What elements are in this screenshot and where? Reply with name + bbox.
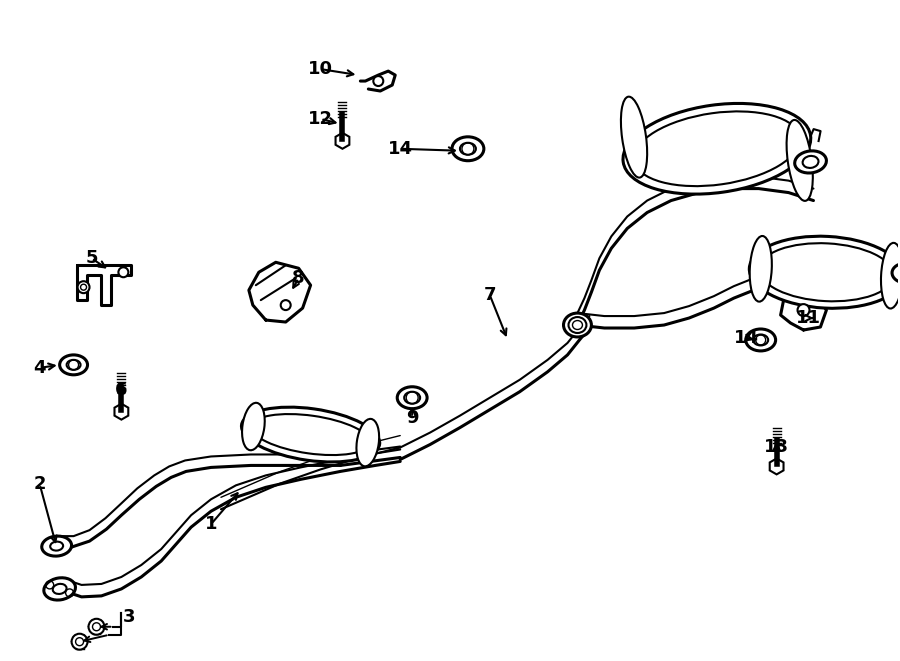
Text: 10: 10 (308, 60, 333, 78)
Text: 12: 12 (308, 110, 333, 128)
Ellipse shape (59, 355, 87, 375)
Circle shape (797, 304, 809, 316)
Ellipse shape (750, 236, 900, 308)
Circle shape (374, 76, 383, 86)
Ellipse shape (44, 578, 76, 600)
Circle shape (281, 300, 291, 310)
Text: 1: 1 (205, 515, 217, 533)
Text: 9: 9 (406, 408, 419, 426)
Circle shape (88, 619, 104, 635)
Text: 13: 13 (764, 438, 789, 455)
Ellipse shape (397, 387, 427, 408)
Text: 11: 11 (796, 309, 821, 327)
Circle shape (77, 281, 89, 293)
Ellipse shape (746, 329, 776, 351)
Ellipse shape (621, 97, 647, 178)
Circle shape (119, 267, 129, 277)
Ellipse shape (892, 263, 900, 283)
Ellipse shape (563, 313, 591, 337)
Text: 6: 6 (115, 381, 128, 399)
Ellipse shape (356, 419, 379, 466)
Text: 14: 14 (734, 329, 760, 347)
Text: 8: 8 (292, 269, 305, 288)
Text: 2: 2 (33, 475, 46, 493)
Text: 3: 3 (123, 608, 136, 626)
Ellipse shape (241, 407, 380, 462)
Ellipse shape (242, 403, 265, 450)
Ellipse shape (41, 536, 72, 556)
Ellipse shape (623, 103, 811, 194)
Ellipse shape (795, 151, 826, 173)
Ellipse shape (787, 120, 813, 201)
Text: 5: 5 (86, 249, 98, 267)
Text: 14: 14 (388, 139, 413, 158)
Text: 7: 7 (483, 286, 496, 304)
Ellipse shape (452, 137, 484, 161)
Text: 4: 4 (33, 359, 46, 377)
Circle shape (72, 634, 87, 650)
Ellipse shape (881, 243, 900, 309)
Ellipse shape (750, 236, 772, 301)
